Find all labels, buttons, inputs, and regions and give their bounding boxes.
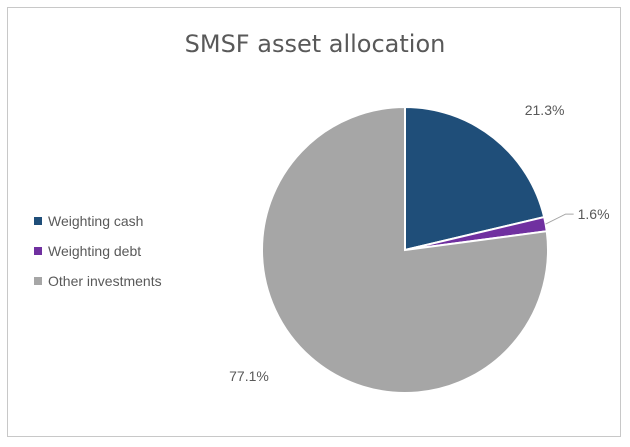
legend-item-debt: Weighting debt [34,236,162,266]
leader-line-debt [545,213,574,225]
legend-label-other: Other investments [48,273,162,289]
legend-swatch-debt [34,247,42,255]
pie-slice-cash [404,105,546,252]
legend-item-cash: Weighting cash [34,206,162,236]
pie-chart: 21.3% 1.6% 77.1% [229,102,610,394]
chart-frame: SMSF asset allocation Weighting cash Wei… [7,7,621,437]
data-label-other: 77.1% [229,368,269,384]
legend: Weighting cash Weighting debt Other inve… [34,206,162,296]
legend-label-debt: Weighting debt [48,243,142,259]
pie-slice-other [261,105,549,394]
legend-swatch-other [34,277,42,285]
legend-item-other: Other investments [34,266,162,296]
data-label-cash: 21.3% [525,102,565,118]
chart-title: SMSF asset allocation [184,30,446,58]
legend-label-cash: Weighting cash [48,213,144,229]
legend-swatch-cash [34,217,42,225]
data-label-debt: 1.6% [578,206,610,222]
